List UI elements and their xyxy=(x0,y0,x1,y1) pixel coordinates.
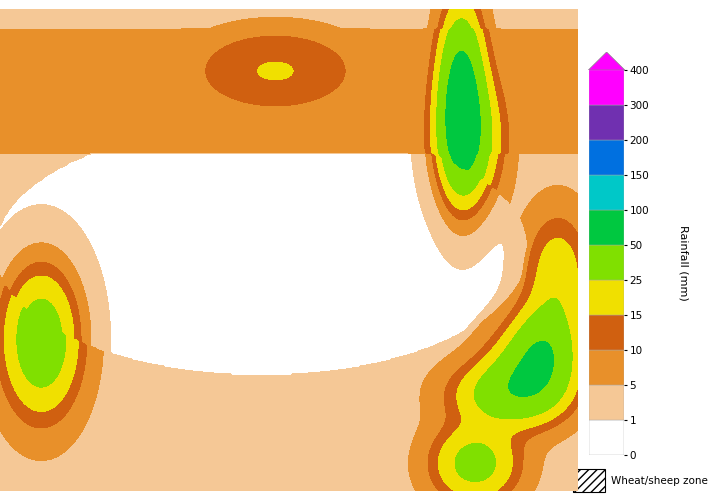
Bar xyxy=(589,385,624,420)
Bar xyxy=(589,420,624,455)
Polygon shape xyxy=(589,52,625,70)
Bar xyxy=(589,315,624,350)
Bar xyxy=(589,175,624,210)
Bar xyxy=(589,280,624,315)
Bar xyxy=(589,105,624,140)
Y-axis label: Rainfall (mm): Rainfall (mm) xyxy=(678,224,688,300)
Bar xyxy=(573,468,605,492)
Bar xyxy=(589,140,624,175)
Text: Wheat/sheep zone: Wheat/sheep zone xyxy=(611,476,708,486)
Bar xyxy=(589,210,624,245)
Bar xyxy=(589,70,624,105)
Bar xyxy=(589,350,624,385)
Bar xyxy=(589,245,624,280)
